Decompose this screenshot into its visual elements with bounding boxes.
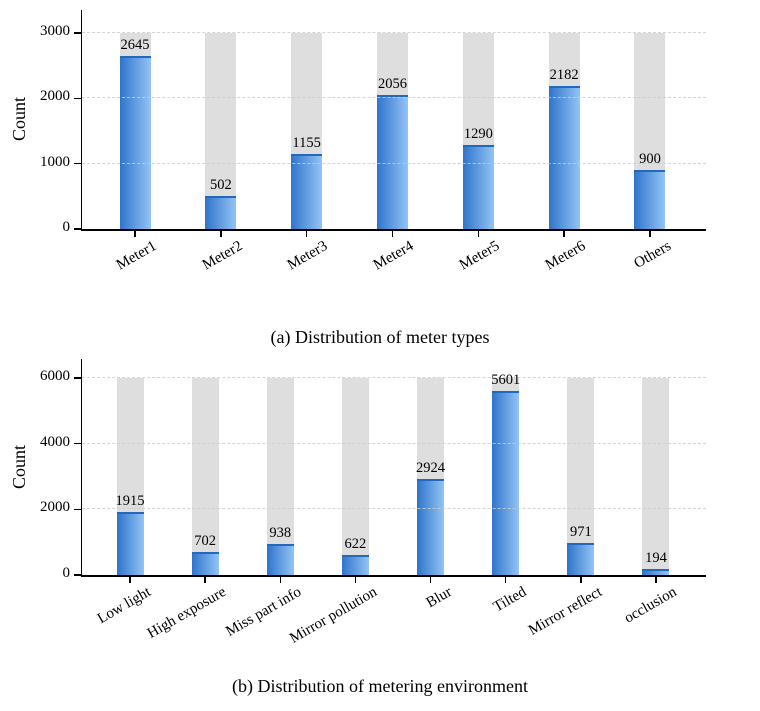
bar-value-label: 194 bbox=[645, 549, 667, 566]
data-bar bbox=[417, 478, 445, 575]
y-tick-label: 0 bbox=[62, 565, 71, 581]
data-bar bbox=[116, 512, 144, 575]
y-axis-spine bbox=[80, 10, 82, 231]
background-bar bbox=[191, 378, 219, 575]
bar-value-label: 971 bbox=[569, 524, 592, 541]
grid-line bbox=[82, 162, 706, 164]
caption-b: (b) Distribution of metering environment bbox=[232, 676, 528, 696]
data-bar bbox=[462, 144, 494, 229]
bar-value-label: 502 bbox=[209, 177, 232, 194]
x-tick bbox=[580, 576, 582, 583]
data-bar bbox=[376, 94, 408, 229]
bar-value-label: 1915 bbox=[115, 493, 145, 510]
y-tick-label: 2000 bbox=[40, 88, 70, 105]
x-category-label: Tilted bbox=[491, 584, 530, 616]
data-bar bbox=[191, 551, 219, 575]
grid-line bbox=[82, 508, 706, 510]
x-axis-spine bbox=[80, 575, 706, 577]
y-tick bbox=[74, 32, 81, 34]
x-axis-spine bbox=[80, 229, 706, 231]
bar-value-label: 1290 bbox=[463, 125, 493, 142]
data-bar bbox=[642, 568, 670, 575]
y-tick bbox=[74, 228, 81, 230]
x-category-label: occlusion bbox=[622, 584, 680, 627]
bar-value-label: 5601 bbox=[491, 372, 521, 389]
data-bar bbox=[205, 196, 237, 229]
bar-value-label: 2645 bbox=[120, 37, 150, 54]
grid-line bbox=[82, 32, 706, 33]
x-tick bbox=[391, 230, 394, 237]
bar-value-label: 2182 bbox=[549, 67, 579, 84]
background-bar bbox=[642, 378, 670, 575]
y-tick-label: 0 bbox=[62, 219, 71, 235]
x-tick bbox=[305, 230, 308, 237]
x-tick bbox=[477, 230, 480, 237]
bar-value-label: 2056 bbox=[377, 75, 407, 92]
y-tick bbox=[74, 574, 81, 576]
bar-value-label: 622 bbox=[344, 535, 367, 552]
x-category-label: Low light bbox=[95, 584, 154, 628]
x-tick bbox=[429, 576, 432, 583]
y-tick bbox=[74, 162, 81, 165]
x-category-label: Blur bbox=[423, 584, 455, 612]
y-tick-label: 2000 bbox=[40, 499, 70, 516]
x-tick bbox=[279, 576, 282, 583]
data-bar bbox=[567, 543, 595, 575]
y-axis-spine bbox=[80, 359, 82, 577]
x-tick bbox=[354, 576, 357, 583]
data-bar bbox=[492, 391, 520, 575]
y-axis-label-a: Count bbox=[9, 97, 29, 142]
x-tick bbox=[649, 230, 651, 237]
y-tick-label: 4000 bbox=[40, 433, 70, 450]
background-bar bbox=[341, 378, 369, 575]
background-bar bbox=[266, 378, 294, 575]
bar-value-label: 900 bbox=[639, 151, 661, 168]
grid-line bbox=[82, 97, 706, 99]
y-tick-label: 6000 bbox=[40, 368, 70, 384]
x-tick bbox=[220, 230, 222, 237]
x-tick bbox=[204, 576, 206, 583]
bar-value-label: 702 bbox=[194, 532, 216, 549]
x-tick bbox=[563, 230, 565, 237]
y-axis-label-b: Count bbox=[9, 445, 29, 490]
bar-value-label: 2924 bbox=[416, 459, 446, 476]
x-category-label: High exposure bbox=[145, 584, 230, 642]
x-category-label: Mirror reflect bbox=[525, 584, 605, 639]
y-tick-label: 1000 bbox=[40, 153, 70, 170]
x-tick bbox=[655, 576, 657, 583]
y-tick-label: 3000 bbox=[40, 23, 70, 39]
background-bar bbox=[567, 378, 595, 575]
bar-value-label: 1155 bbox=[292, 134, 321, 151]
data-bar bbox=[266, 544, 294, 575]
caption-a: (a) Distribution of meter types bbox=[270, 327, 490, 347]
grid-line bbox=[82, 377, 706, 378]
x-tick bbox=[134, 230, 136, 237]
bar-value-label: 938 bbox=[269, 525, 292, 542]
grid-line bbox=[82, 442, 706, 444]
x-tick bbox=[129, 576, 131, 583]
data-bar bbox=[548, 86, 580, 229]
y-tick bbox=[74, 97, 81, 100]
data-bar bbox=[119, 56, 151, 229]
y-tick bbox=[74, 377, 81, 379]
y-tick bbox=[74, 442, 81, 445]
y-tick bbox=[74, 508, 81, 511]
data-bar bbox=[634, 170, 666, 229]
x-tick bbox=[504, 576, 507, 583]
data-bar bbox=[291, 153, 323, 229]
data-bar bbox=[341, 554, 369, 575]
